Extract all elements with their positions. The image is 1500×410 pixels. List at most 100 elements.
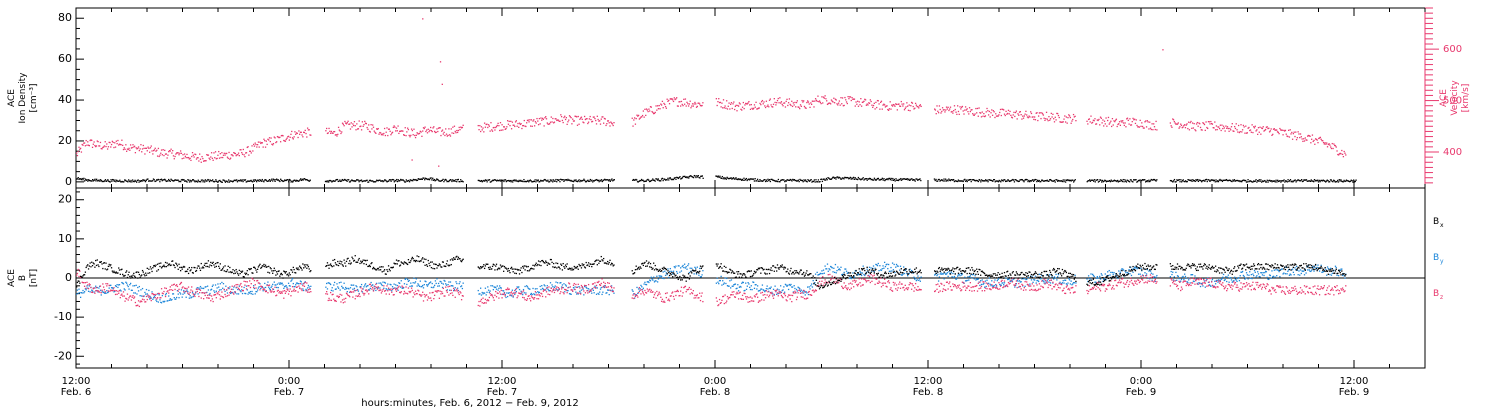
density-series-point bbox=[763, 179, 765, 181]
by-series-point bbox=[396, 284, 398, 287]
density-series-point bbox=[994, 181, 996, 183]
by-series-point bbox=[1235, 279, 1237, 281]
velocity-series-point bbox=[83, 142, 86, 144]
velocity-series-point bbox=[580, 116, 583, 118]
by-series-point bbox=[1172, 271, 1174, 273]
by-series-point bbox=[1118, 273, 1121, 275]
velocity-series-point bbox=[340, 132, 342, 135]
velocity-series-point bbox=[821, 96, 823, 98]
by-series-point bbox=[762, 289, 764, 291]
velocity-series-point bbox=[210, 156, 212, 158]
bz-series-point bbox=[170, 289, 172, 291]
velocity-series-point bbox=[668, 103, 671, 105]
by-series-point bbox=[956, 277, 958, 280]
velocity-series-point bbox=[348, 123, 350, 125]
density-series-point bbox=[844, 176, 847, 179]
velocity-series-point bbox=[114, 146, 117, 148]
density-series-point bbox=[1031, 179, 1033, 182]
velocity-series-point bbox=[1144, 121, 1146, 123]
bz-series-point bbox=[211, 298, 214, 300]
by-series-point bbox=[790, 283, 792, 286]
bz-series-point bbox=[106, 283, 109, 285]
bz-series-point bbox=[256, 280, 258, 282]
by-series-point bbox=[177, 293, 179, 295]
velocity-series-point bbox=[460, 126, 462, 128]
velocity-series-point bbox=[733, 108, 736, 111]
by-series-point bbox=[291, 278, 294, 280]
velocity-series-point bbox=[207, 154, 210, 156]
velocity-series-point bbox=[982, 115, 984, 117]
by-series-point bbox=[663, 277, 665, 280]
density-series-point bbox=[1127, 179, 1129, 182]
velocity-series-point bbox=[1343, 150, 1345, 153]
density-series-point bbox=[700, 175, 702, 177]
density-series-point bbox=[1353, 179, 1355, 181]
density-series-point bbox=[222, 179, 224, 181]
velocity-series-point bbox=[870, 100, 872, 103]
velocity-series-point bbox=[763, 101, 765, 103]
by-series-point bbox=[1272, 276, 1274, 278]
density-series-point bbox=[732, 177, 734, 180]
by-series-point bbox=[546, 285, 548, 287]
by-series-point bbox=[510, 294, 512, 296]
density-axis-label-line: ACE bbox=[7, 89, 17, 107]
density-series-point bbox=[385, 180, 387, 182]
bz-series-point bbox=[146, 298, 148, 301]
by-series-point bbox=[1037, 279, 1039, 282]
velocity-series-point bbox=[506, 120, 509, 122]
by-series-point bbox=[1215, 279, 1218, 282]
velocity-series-point bbox=[937, 110, 939, 112]
density-series-point bbox=[1210, 179, 1212, 181]
density-series-point bbox=[812, 180, 815, 183]
by-series-point bbox=[668, 276, 670, 279]
density-series-point bbox=[193, 180, 195, 182]
by-series-point bbox=[489, 290, 491, 292]
density-series-point bbox=[1231, 180, 1233, 183]
density-series-point bbox=[1063, 180, 1065, 183]
density-series-point bbox=[1325, 180, 1328, 182]
by-series-point bbox=[426, 284, 428, 286]
velocity-series-point bbox=[962, 110, 964, 112]
by-series-point bbox=[717, 281, 719, 283]
density-series-point bbox=[1334, 181, 1336, 183]
density-series-point bbox=[175, 179, 177, 181]
density-series-point bbox=[359, 179, 361, 182]
by-series-point bbox=[210, 288, 213, 290]
density-series-point bbox=[1342, 181, 1344, 183]
by-series-point bbox=[747, 282, 749, 284]
velocity-series-point bbox=[138, 149, 141, 152]
by-series-point bbox=[502, 290, 504, 292]
velocity-series-point bbox=[1000, 114, 1002, 117]
by-series-point bbox=[829, 269, 831, 271]
bz-series-point bbox=[83, 282, 85, 284]
density-series-point bbox=[1243, 179, 1245, 181]
velocity-series-point bbox=[422, 130, 424, 132]
velocity-series-point bbox=[1299, 136, 1301, 139]
density-series-point bbox=[964, 180, 967, 182]
velocity-series-point bbox=[768, 106, 770, 108]
velocity-series-point bbox=[157, 147, 160, 150]
density-series-point bbox=[177, 179, 179, 181]
density-series-point bbox=[296, 180, 299, 182]
bz-series-point bbox=[137, 300, 140, 302]
by-series-point bbox=[1234, 278, 1237, 280]
velocity-series-point bbox=[1106, 125, 1108, 127]
velocity-series-point bbox=[1172, 118, 1174, 120]
velocity-series-point bbox=[1276, 129, 1278, 131]
velocity-series-point bbox=[1194, 129, 1196, 131]
density-series-point bbox=[585, 181, 587, 183]
by-series-point bbox=[591, 292, 593, 294]
density-series-point bbox=[755, 180, 757, 182]
velocity-series-point bbox=[780, 101, 783, 103]
bz-series bbox=[76, 268, 1347, 308]
by-series-point bbox=[545, 287, 548, 289]
by-series-point bbox=[905, 268, 907, 271]
density-series-point bbox=[328, 181, 330, 183]
by-series-point bbox=[418, 284, 420, 286]
velocity-series-point bbox=[894, 105, 896, 107]
density-series-point bbox=[553, 180, 555, 182]
bz-series-point bbox=[168, 289, 171, 291]
density-series-point bbox=[398, 180, 400, 182]
velocity-series-point bbox=[1214, 121, 1216, 123]
